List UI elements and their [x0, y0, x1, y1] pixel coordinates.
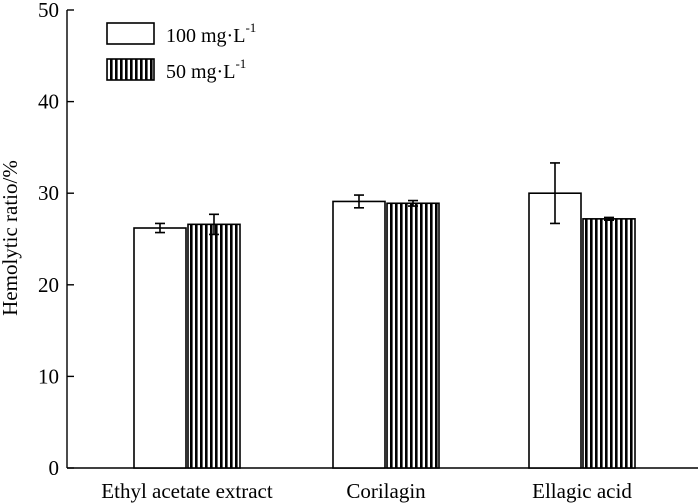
y-tick-label-20: 20: [38, 273, 59, 297]
legend-label-series-1: 100 mg·L-1: [166, 20, 256, 47]
error-bar-2-2: [408, 199, 418, 207]
y-tick-label-0: 0: [49, 456, 60, 480]
plot-area: 0 10 20 30 40 50 Ethyl acetate extract Corilagi…: [38, 0, 698, 503]
bar-1-1: [133, 227, 187, 469]
bar-2-2: [386, 202, 440, 469]
x-category-label-3: Ellagic acid: [532, 479, 632, 503]
error-bar-2-3: [604, 216, 614, 222]
bar-2-1: [187, 223, 241, 469]
error-bar-2-1: [209, 213, 219, 236]
y-axis-label: Hemolytic ratio/%: [0, 160, 22, 316]
x-category-label-1: Ethyl acetate extract: [101, 479, 273, 503]
y-tick-label-30: 30: [38, 181, 59, 205]
legend-label-series-2: 50 mg·L-1: [166, 56, 246, 83]
y-tick-label-50: 50: [38, 0, 59, 22]
bar-1-2: [332, 200, 386, 469]
legend-label-series-2-text: 50 mg·L: [166, 61, 235, 83]
error-bar-1-1: [155, 222, 165, 234]
x-category-label-2: Corilagin: [346, 479, 426, 503]
legend: 100 mg·L-1 50 mg·L-1: [106, 20, 256, 83]
bar-1-3: [528, 192, 582, 469]
y-tick-label-10: 10: [38, 364, 59, 388]
legend-swatch-series-1: [106, 22, 155, 45]
bar-2-3: [582, 218, 636, 469]
legend-label-series-2-exponent: -1: [235, 56, 246, 71]
legend-label-series-1-exponent: -1: [245, 20, 256, 35]
legend-swatch-series-2: [106, 58, 155, 81]
error-bar-1-2: [354, 194, 364, 209]
legend-label-series-1-text: 100 mg·L: [166, 25, 245, 47]
error-bar-1-3: [550, 162, 560, 225]
y-tick-label-40: 40: [38, 90, 59, 114]
